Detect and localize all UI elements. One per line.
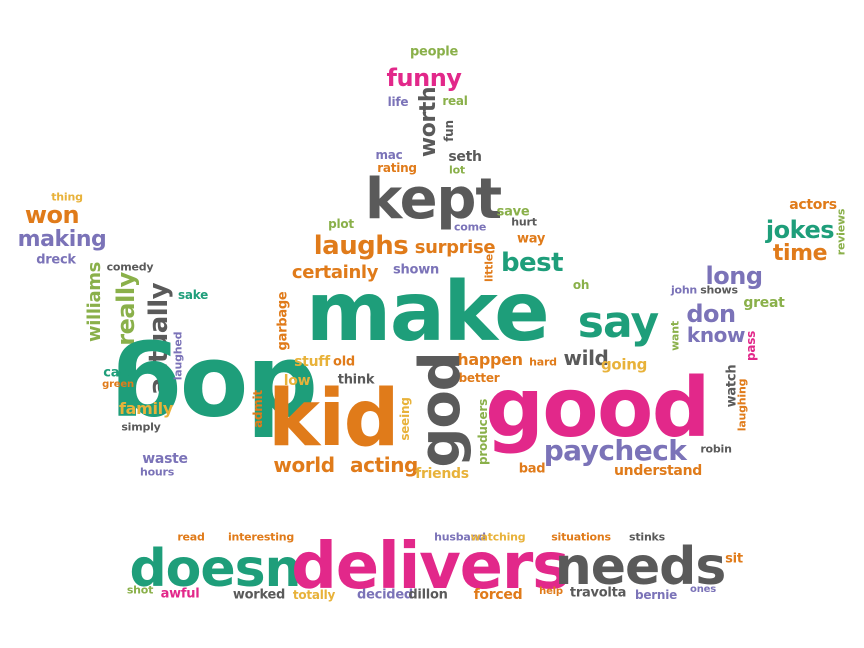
word-world: world bbox=[273, 453, 335, 477]
word-laughs: laughs bbox=[313, 231, 409, 261]
word-kept: kept bbox=[364, 167, 502, 232]
word-rating: rating bbox=[377, 161, 417, 175]
word-awful: awful bbox=[160, 586, 200, 602]
word-surprise: surprise bbox=[414, 237, 496, 258]
word-paycheck: paycheck bbox=[543, 434, 687, 467]
word-really: really bbox=[112, 272, 140, 346]
word-dreck: dreck bbox=[36, 252, 76, 268]
word-fun: fun bbox=[442, 120, 456, 142]
word-know: know bbox=[686, 323, 746, 347]
word-acting: acting bbox=[350, 453, 418, 477]
word-help: help bbox=[539, 586, 563, 597]
word-jokes: jokes bbox=[765, 216, 835, 244]
word-totally: totally bbox=[292, 588, 336, 602]
word-time: time bbox=[772, 241, 828, 266]
word-green: green bbox=[102, 379, 134, 390]
word-shot: shot bbox=[126, 583, 154, 597]
word-best: best bbox=[500, 248, 564, 278]
word-husband: husband bbox=[434, 530, 486, 544]
word-kid: kid bbox=[268, 374, 399, 464]
word-ones: ones bbox=[690, 584, 716, 595]
word-seth: seth bbox=[448, 149, 482, 165]
word-family: family bbox=[119, 399, 173, 418]
word-laughed: laughed bbox=[171, 331, 185, 381]
word-john: john bbox=[670, 283, 698, 297]
word-old: old bbox=[333, 354, 355, 370]
word-wild: wild bbox=[563, 346, 609, 370]
word-comedy: comedy bbox=[106, 260, 154, 274]
word-dillon: dillon bbox=[408, 587, 448, 603]
word-forced: forced bbox=[473, 587, 523, 603]
word-bernie: bernie bbox=[634, 588, 678, 602]
word-happen: happen bbox=[457, 350, 523, 369]
word-great: great bbox=[743, 295, 785, 311]
word-say: say bbox=[577, 297, 659, 348]
word-admit: admit bbox=[251, 390, 265, 428]
word-funny: funny bbox=[386, 64, 462, 92]
word-lot: lot bbox=[449, 163, 465, 177]
word-robin: robin bbox=[700, 442, 732, 456]
word-think: think bbox=[337, 372, 375, 388]
word-williams: williams bbox=[84, 261, 105, 343]
word-understand: understand bbox=[613, 463, 703, 479]
word-waste: waste bbox=[142, 451, 188, 467]
word-certainly: certainly bbox=[291, 262, 379, 283]
word-reviews: reviews bbox=[834, 208, 848, 256]
word-pass: pass bbox=[744, 330, 758, 362]
word-worth: worth bbox=[416, 86, 441, 158]
word-god: god bbox=[408, 352, 473, 468]
word-travolta: travolta bbox=[569, 585, 627, 601]
word-better: better bbox=[458, 371, 500, 385]
word-hours: hours bbox=[139, 465, 175, 479]
word-worked: worked bbox=[232, 587, 286, 603]
word-sit: sit bbox=[725, 551, 743, 567]
word-make: make bbox=[305, 265, 550, 360]
word-thing: thing bbox=[51, 190, 83, 204]
word-seeing: seeing bbox=[398, 397, 412, 441]
word-watching: watching bbox=[470, 530, 526, 544]
word-shown: shown bbox=[393, 262, 439, 278]
word-friends: friends bbox=[415, 466, 469, 482]
word-stuff: stuff bbox=[294, 354, 330, 370]
word-want: want bbox=[668, 321, 682, 351]
word-long: long bbox=[705, 262, 763, 290]
word-plot: plot bbox=[328, 217, 354, 231]
word-come: come bbox=[453, 220, 487, 234]
word-stinks: stinks bbox=[629, 530, 665, 544]
word-actors: actors bbox=[789, 197, 837, 213]
word-shows: shows bbox=[700, 283, 738, 297]
word-delivers: delivers bbox=[291, 530, 570, 604]
word-cast: cast bbox=[103, 365, 133, 381]
word-sake: sake bbox=[177, 288, 209, 302]
word-real: real bbox=[442, 94, 468, 108]
word-situations: situations bbox=[551, 530, 611, 544]
word-low: low bbox=[283, 373, 311, 389]
word-bad: bad bbox=[518, 461, 546, 477]
word-save: save bbox=[496, 204, 530, 220]
word-laughing: laughing bbox=[735, 378, 749, 432]
word-hard: hard bbox=[529, 355, 557, 369]
word-oh: oh bbox=[572, 278, 590, 292]
word-simply: simply bbox=[121, 420, 161, 434]
word-life: life bbox=[387, 95, 409, 109]
word-good: good bbox=[485, 361, 710, 456]
word-hurt: hurt bbox=[511, 215, 537, 229]
word-mac: mac bbox=[375, 148, 403, 162]
word-doesn: doesn bbox=[129, 539, 302, 599]
word-needs: needs bbox=[554, 537, 727, 597]
word-decided: decided bbox=[357, 587, 413, 603]
word-way: way bbox=[516, 231, 546, 247]
word-won: won bbox=[24, 201, 80, 229]
word-going: going bbox=[600, 355, 648, 374]
word-people: people bbox=[409, 44, 459, 60]
word-don: don bbox=[686, 300, 736, 328]
word-read: read bbox=[177, 530, 205, 544]
word-interesting: interesting bbox=[227, 530, 295, 544]
word-making: making bbox=[17, 227, 107, 252]
